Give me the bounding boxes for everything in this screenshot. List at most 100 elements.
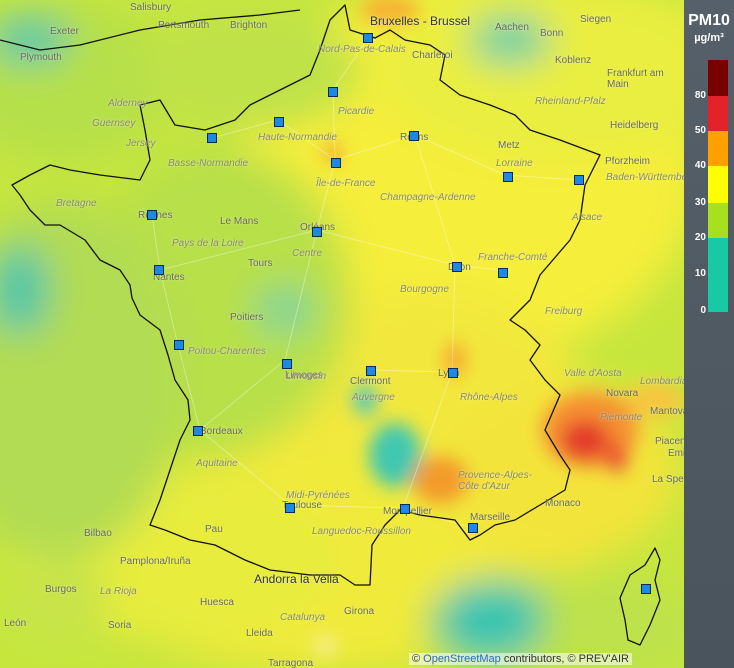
place-label: Pforzheim bbox=[605, 156, 651, 167]
place-label: Tarragona bbox=[268, 658, 314, 668]
station-marker-nantes[interactable] bbox=[154, 265, 164, 275]
region-label: Provence-Alpes-Côte d'Azur bbox=[458, 470, 532, 492]
region-label: Auvergne bbox=[352, 392, 395, 403]
region-label: Picardie bbox=[338, 106, 375, 117]
station-marker-besancon[interactable] bbox=[498, 268, 508, 278]
station-marker-paris[interactable] bbox=[331, 158, 341, 168]
station-marker-clermont[interactable] bbox=[366, 366, 376, 376]
legend-title: PM10 bbox=[688, 12, 730, 29]
place-label: Brighton bbox=[230, 20, 268, 31]
region-label: Champagne-Ardenne bbox=[380, 192, 476, 203]
hotspots bbox=[315, 0, 684, 655]
region-label: Centre bbox=[292, 248, 323, 259]
openstreetmap-link[interactable]: OpenStreetMap bbox=[423, 653, 501, 665]
attribution-suffix: contributors, © PREV'AIR bbox=[503, 653, 629, 665]
place-label: Plymouth bbox=[20, 52, 62, 63]
place-label: Lleida bbox=[246, 628, 273, 639]
legend-unit: µg/m³ bbox=[694, 32, 724, 44]
place-label: Le Mans bbox=[220, 216, 259, 227]
legend-tick: 50 bbox=[694, 125, 706, 136]
place-label: Burgos bbox=[45, 584, 77, 595]
station-marker-strasbourg[interactable] bbox=[574, 175, 584, 185]
legend-band-10 bbox=[708, 238, 728, 312]
region-label: Aquitaine bbox=[196, 458, 238, 469]
place-label: Bonn bbox=[540, 28, 564, 39]
concentration-field bbox=[0, 0, 684, 668]
station-marker-dijon[interactable] bbox=[452, 262, 462, 272]
region-label: Languedoc-Roussillon bbox=[312, 526, 411, 537]
region-label: Franche-Comté bbox=[478, 252, 548, 263]
region-label: Piemonte bbox=[600, 412, 643, 423]
legend-tick: 80 bbox=[694, 90, 706, 101]
pollution-map[interactable]: Salisbury Exeter Plymouth Portsmouth Bri… bbox=[0, 0, 684, 668]
place-label: Siegen bbox=[580, 14, 612, 25]
place-label: Bruxelles - Brussel bbox=[370, 14, 471, 28]
place-label: Frankfurt am Main bbox=[607, 68, 664, 90]
place-label: Portsmouth bbox=[158, 20, 210, 31]
place-label: Limoges bbox=[285, 370, 323, 381]
attribution-prefix: © bbox=[411, 653, 421, 665]
region-label: Lombardia bbox=[640, 376, 684, 387]
region-label: Bourgogne bbox=[400, 284, 449, 295]
place-label: Nantes bbox=[153, 272, 185, 283]
place-label: Metz bbox=[498, 140, 520, 151]
place-label: Bordeaux bbox=[200, 426, 243, 437]
region-label: Freiburg bbox=[545, 306, 583, 317]
station-marker-marseille[interactable] bbox=[468, 523, 478, 533]
region-label: Pays de la Loire bbox=[172, 238, 244, 249]
legend-band-50 bbox=[708, 96, 728, 131]
region-label: Valle d'Aosta bbox=[564, 368, 622, 379]
station-marker-montpellier[interactable] bbox=[400, 504, 410, 514]
place-label: Toulouse bbox=[282, 500, 323, 511]
region-label: Midi-Pyrénées bbox=[286, 490, 350, 501]
place-label: Salisbury bbox=[130, 2, 172, 13]
region-label: Jersey bbox=[126, 138, 156, 149]
legend-tick: 20 bbox=[694, 232, 706, 243]
place-label: Mantova bbox=[650, 406, 684, 417]
station-marker-la-rochelle[interactable] bbox=[174, 340, 184, 350]
station-marker-toulouse[interactable] bbox=[285, 503, 295, 513]
station-marker-rouen[interactable] bbox=[274, 117, 284, 127]
place-label: León bbox=[4, 618, 27, 629]
legend-tick: 30 bbox=[694, 197, 706, 208]
legend-band-40 bbox=[708, 131, 728, 166]
place-label: Pamplona/Iruña bbox=[120, 556, 191, 567]
place-label: La Spezia bbox=[652, 474, 684, 485]
place-label: Clermont bbox=[350, 376, 391, 387]
place-label: Tours bbox=[248, 258, 273, 269]
region-label: La Rioja bbox=[100, 586, 137, 597]
station-marker-reims[interactable] bbox=[409, 131, 419, 141]
legend-band-80 bbox=[708, 60, 728, 96]
station-marker-amiens[interactable] bbox=[328, 87, 338, 97]
station-marker-limoges[interactable] bbox=[282, 359, 292, 369]
station-marker-lille[interactable] bbox=[363, 33, 373, 43]
station-marker-lyon[interactable] bbox=[448, 368, 458, 378]
region-label: Baden-Württemberg bbox=[606, 172, 684, 183]
station-marker-metz[interactable] bbox=[503, 172, 513, 182]
place-label: Charleroi bbox=[412, 50, 453, 61]
place-label: Koblenz bbox=[555, 55, 592, 66]
place-label: Bilbao bbox=[84, 528, 112, 539]
place-label: Pau bbox=[205, 524, 223, 535]
place-label: Andorra la Vella bbox=[254, 572, 339, 586]
place-label: Novara bbox=[606, 388, 639, 399]
station-marker-ajaccio[interactable] bbox=[641, 584, 651, 594]
region-label: Nord-Pas-de-Calais bbox=[318, 44, 406, 55]
region-label: Bretagne bbox=[56, 198, 97, 209]
region-label: Lorraine bbox=[496, 158, 533, 169]
place-label: Soria bbox=[108, 620, 132, 631]
station-marker-bordeaux[interactable] bbox=[193, 426, 203, 436]
legend-tick: 10 bbox=[694, 268, 706, 279]
place-label: Exeter bbox=[50, 26, 79, 37]
france-border bbox=[0, 4, 661, 646]
station-marker-rennes[interactable] bbox=[147, 210, 157, 220]
station-marker-orleans[interactable] bbox=[312, 227, 322, 237]
place-label: Girona bbox=[344, 606, 375, 617]
place-label: Poitiers bbox=[230, 312, 264, 323]
pm10-legend: PM10 µg/m³ 80 50 40 30 20 10 0 bbox=[684, 0, 734, 668]
region-label: Rhône-Alpes bbox=[460, 392, 518, 403]
region-label: Île-de-France bbox=[316, 178, 376, 189]
station-marker-caen[interactable] bbox=[207, 133, 217, 143]
legend-tick: 40 bbox=[694, 160, 706, 171]
map-canvas bbox=[0, 0, 684, 668]
